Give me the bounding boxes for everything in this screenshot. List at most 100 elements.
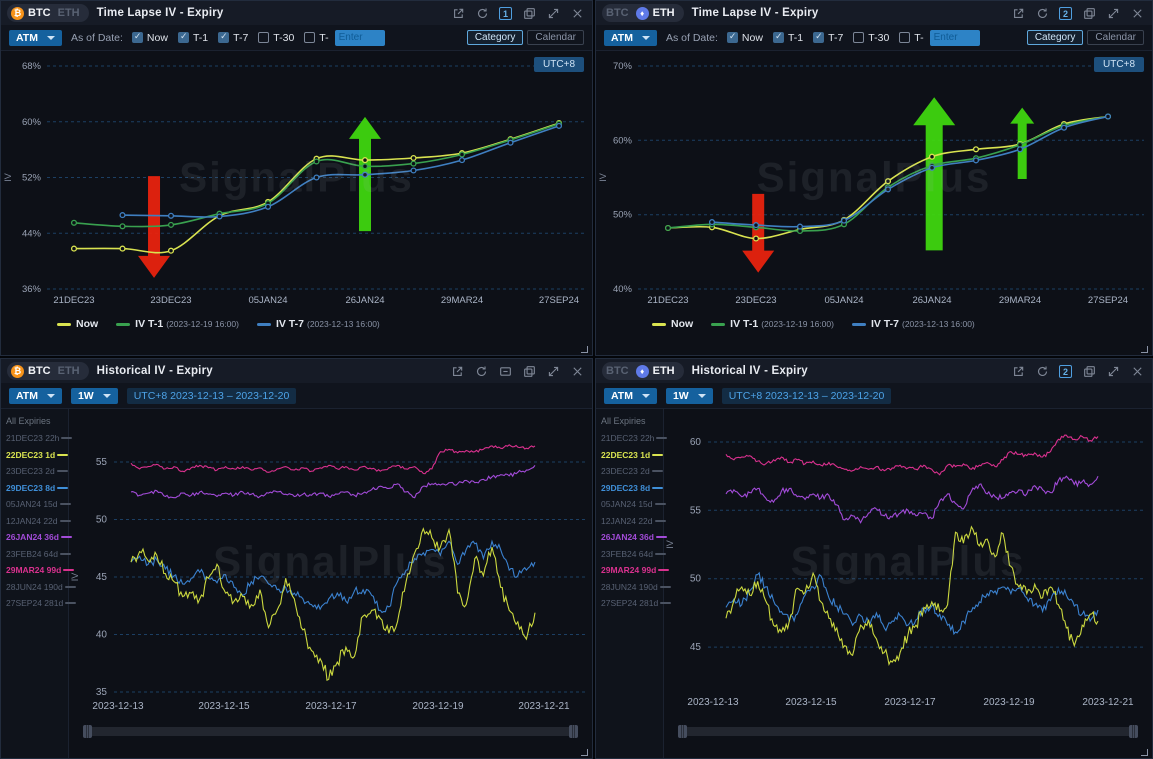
resize-handle[interactable] xyxy=(581,749,588,756)
close-icon[interactable] xyxy=(570,364,584,378)
calendar-button[interactable]: Calendar xyxy=(527,30,584,45)
expiry-item[interactable]: 22DEC23 1d xyxy=(596,447,664,464)
expiry-item[interactable]: 26JAN24 36d xyxy=(596,529,667,546)
legend-item[interactable]: Now xyxy=(57,318,98,330)
as-of-checkbox-t7[interactable]: T-7 xyxy=(813,31,843,44)
as-of-checkbox-t7[interactable]: T-7 xyxy=(218,31,248,44)
category-button[interactable]: Category xyxy=(466,30,524,45)
strike-mode-dropdown[interactable]: ATM xyxy=(9,29,62,46)
expiry-item[interactable]: 05JAN24 15d xyxy=(1,496,71,513)
refresh-icon[interactable] xyxy=(1035,364,1049,378)
expiry-item[interactable]: 29MAR24 99d xyxy=(1,562,75,579)
date-range[interactable]: UTC+8 2023-12-13 – 2023-12-20 xyxy=(126,387,297,404)
export-icon[interactable] xyxy=(450,364,464,378)
expiry-item[interactable]: 28JUN24 190d xyxy=(596,579,671,596)
expiry-item[interactable]: 29MAR24 99d xyxy=(596,562,670,579)
as-of-checkbox-t30[interactable]: T-30 xyxy=(258,32,294,44)
legend-item[interactable]: IV T-7 (2023-12-13 16:00) xyxy=(256,318,380,330)
export-icon[interactable] xyxy=(1011,364,1025,378)
strike-mode-dropdown[interactable]: ATM xyxy=(9,387,62,404)
fullscreen-icon[interactable] xyxy=(1106,364,1120,378)
window-number-badge[interactable]: 2 xyxy=(1059,364,1072,378)
category-button[interactable]: Category xyxy=(1026,30,1084,45)
duplicate-icon[interactable] xyxy=(522,364,536,378)
tab-btc[interactable]: BTC xyxy=(606,365,629,377)
expiry-item[interactable]: 12JAN24 22d xyxy=(596,513,666,530)
svg-text:29MAR24: 29MAR24 xyxy=(999,295,1041,306)
window-number-badge[interactable]: 1 xyxy=(499,6,512,20)
tab-btc[interactable]: ₿ BTC xyxy=(11,6,51,20)
window-number-badge[interactable]: 2 xyxy=(1059,6,1072,20)
custom-date-input[interactable] xyxy=(929,29,980,46)
timelapse-chart-eth[interactable]: 70% 60% 50% 40% 21DEC23 23DEC23 05JAN24 26JAN24… xyxy=(596,51,1152,309)
export-icon[interactable] xyxy=(451,6,465,20)
resize-handle[interactable] xyxy=(1141,346,1148,353)
strike-mode-dropdown[interactable]: ATM xyxy=(604,29,657,46)
refresh-icon[interactable] xyxy=(475,6,489,20)
duplicate-icon[interactable] xyxy=(1082,364,1096,378)
custom-date-input[interactable] xyxy=(334,29,385,46)
duplicate-icon[interactable] xyxy=(1082,6,1096,20)
scrollbar-handle-left[interactable] xyxy=(678,724,687,738)
historical-chart-btc[interactable]: 55 50 45 40 35 2023-12-13 2023-12-15 2023-12-17… xyxy=(69,409,592,719)
scrollbar-handle-right[interactable] xyxy=(1129,724,1138,738)
fullscreen-icon[interactable] xyxy=(546,364,560,378)
expiry-item[interactable]: 23FEB24 64d xyxy=(1,546,71,563)
expiry-item[interactable]: 23FEB24 64d xyxy=(596,546,666,563)
expiry-item[interactable]: 27SEP24 281d xyxy=(596,595,672,612)
as-of-checkbox-now[interactable]: Now xyxy=(131,31,168,44)
expiry-item[interactable]: 23DEC23 2d xyxy=(596,463,663,480)
expiry-item[interactable]: 27SEP24 281d xyxy=(1,595,77,612)
expiry-item[interactable]: 23DEC23 2d xyxy=(1,463,68,480)
legend-item[interactable]: IV T-1 (2023-12-19 16:00) xyxy=(116,318,239,330)
refresh-icon[interactable] xyxy=(1035,6,1049,20)
fullscreen-icon[interactable] xyxy=(1106,6,1120,20)
close-icon[interactable] xyxy=(570,6,584,20)
tab-eth[interactable]: ♦ ETH xyxy=(635,364,675,378)
expiry-item[interactable]: 29DEC23 8d xyxy=(596,480,664,497)
expiry-item[interactable]: 29DEC23 8d xyxy=(1,480,69,497)
tab-btc[interactable]: BTC xyxy=(606,7,629,19)
calendar-button[interactable]: Calendar xyxy=(1087,30,1144,45)
expiry-item[interactable]: 05JAN24 15d xyxy=(596,496,666,513)
export-icon[interactable] xyxy=(1011,6,1025,20)
as-of-checkbox-t1[interactable]: T-1 xyxy=(772,31,803,44)
svg-text:IV: IV xyxy=(70,573,80,582)
date-range[interactable]: UTC+8 2023-12-13 – 2023-12-20 xyxy=(721,387,892,404)
strike-mode-dropdown[interactable]: ATM xyxy=(604,387,657,404)
scrollbar-handle-left[interactable] xyxy=(83,724,92,738)
timelapse-chart-btc[interactable]: 68% 60% 52% 44% 36% 21DEC23 23DEC23 05JAN24 26JA… xyxy=(1,51,592,309)
period-dropdown[interactable]: 1W xyxy=(665,387,713,404)
tab-eth[interactable]: ♦ ETH xyxy=(635,6,675,20)
as-of-checkbox-now[interactable]: Now xyxy=(726,31,763,44)
resize-handle[interactable] xyxy=(1141,749,1148,756)
as-of-checkbox-t30[interactable]: T-30 xyxy=(853,32,889,44)
expiry-item[interactable]: 21DEC23 22h xyxy=(596,430,668,447)
as-of-checkbox-t[interactable]: T- xyxy=(899,32,924,44)
legend-item[interactable]: Now xyxy=(652,318,693,330)
expiry-item[interactable]: 12JAN24 22d xyxy=(1,513,71,530)
expiry-item[interactable]: 21DEC23 22h xyxy=(1,430,73,447)
duplicate-icon[interactable] xyxy=(522,6,536,20)
close-icon[interactable] xyxy=(1130,6,1144,20)
expiry-item[interactable]: 22DEC23 1d xyxy=(1,447,69,464)
tab-btc[interactable]: ₿ BTC xyxy=(11,364,51,378)
legend-item[interactable]: IV T-7 (2023-12-13 16:00) xyxy=(851,318,975,330)
refresh-icon[interactable] xyxy=(474,364,488,378)
scrollbar-handle-right[interactable] xyxy=(569,724,578,738)
legend-item[interactable]: IV T-1 (2023-12-19 16:00) xyxy=(711,318,834,330)
as-of-checkbox-t[interactable]: T- xyxy=(304,32,329,44)
expiry-item[interactable]: 28JUN24 190d xyxy=(1,579,76,596)
resize-handle[interactable] xyxy=(581,346,588,353)
expiry-item[interactable]: 26JAN24 36d xyxy=(1,529,72,546)
as-of-checkbox-t1[interactable]: T-1 xyxy=(177,31,208,44)
period-dropdown[interactable]: 1W xyxy=(70,387,118,404)
scrollbar-track[interactable] xyxy=(83,724,578,738)
fullscreen-icon[interactable] xyxy=(546,6,560,20)
scrollbar-track[interactable] xyxy=(678,724,1138,738)
tab-eth[interactable]: ETH xyxy=(57,7,80,19)
close-icon[interactable] xyxy=(1130,364,1144,378)
folder-icon[interactable] xyxy=(498,364,512,378)
historical-chart-eth[interactable]: 60 55 50 45 2023-12-13 2023-12-15 2023-12-17 20… xyxy=(664,409,1152,719)
tab-eth[interactable]: ETH xyxy=(57,365,80,377)
